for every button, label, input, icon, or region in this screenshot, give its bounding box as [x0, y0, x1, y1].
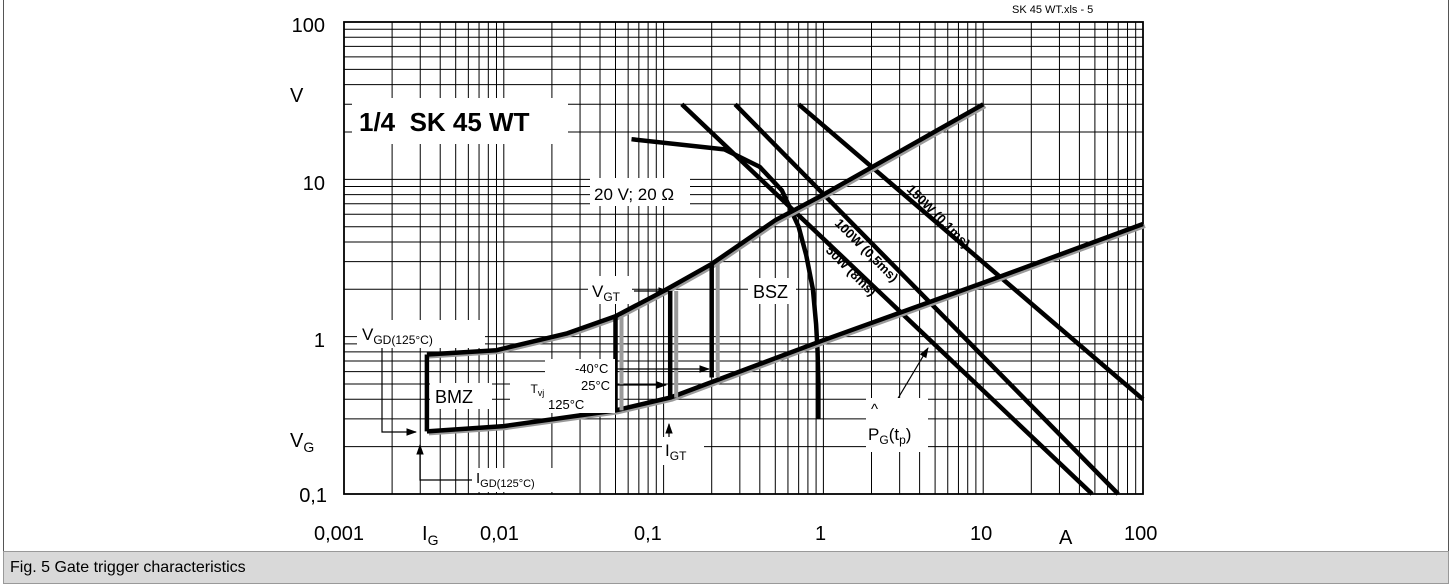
bsz-label: BSZ: [753, 282, 788, 302]
y-unit-label: V: [290, 85, 304, 107]
y-tick-1: 1: [314, 330, 325, 352]
bsz-label-bg: [748, 278, 796, 304]
igt-label-bg: [662, 437, 704, 465]
temp-label-125: 125°C: [548, 397, 584, 412]
x-tick-0-001: 0,001: [314, 523, 364, 545]
temp-label-bg: [545, 359, 615, 413]
x-tick-0-1: 0,1: [634, 523, 662, 545]
igd-label: IGD(125°C): [476, 470, 535, 490]
load-line-label: 20 V; 20 Ω: [594, 185, 674, 204]
series-100w-0-5ms: [733, 102, 1120, 496]
arrow-igd: [416, 443, 472, 481]
y-tick-100: 100: [292, 15, 325, 37]
x-tick-1: 1: [815, 523, 826, 545]
temp-label-25: 25°C: [581, 378, 610, 393]
vgt-label: VGT: [592, 282, 621, 304]
vgd-label-bg: [357, 320, 485, 348]
series-50w-8ms: [680, 102, 1094, 496]
arrow-vgd: [381, 348, 418, 436]
igt-label: IGT: [665, 441, 687, 463]
arrow-pg: [896, 347, 929, 401]
x-tick-0-01: 0,01: [480, 523, 519, 545]
series-150w-0-1ms: [797, 102, 1145, 402]
gate-trigger-chart: 1/4 SK 45 WT SK 45 WT.xls - 5 100 10 1 0…: [290, 4, 1157, 549]
x-tick-10: 10: [970, 523, 992, 545]
chart-frame: [3, 0, 1449, 551]
y-tick-0-1: 0,1: [299, 485, 327, 507]
y-axis-label: VG: [290, 430, 314, 455]
bmz-label-bg: [430, 383, 492, 409]
plot-area-border: [343, 21, 1144, 495]
chart-title: 1/4 SK 45 WT: [359, 107, 530, 137]
power-label-150w: 150W (0,1ms): [904, 182, 973, 251]
file-label: SK 45 WT.xls - 5: [1012, 4, 1093, 16]
series-bsz-lower-boundary: [426, 221, 1144, 434]
bmz-label: BMZ: [435, 387, 473, 407]
y-tick-10: 10: [303, 173, 325, 195]
series-shadow-bsz-lower-boundary: [428, 224, 1146, 436]
pg-label: PG(tp): [868, 425, 911, 447]
x-tick-100: 100: [1124, 523, 1157, 545]
x-unit-label: A: [1059, 527, 1073, 549]
series-20-v-20: [631, 136, 821, 419]
load-label-bg: [590, 178, 690, 206]
vgt-label-bg: [588, 276, 632, 304]
igd-label-bg: [472, 468, 564, 492]
x-axis-label: IG: [422, 523, 438, 548]
pg-hat: ^: [871, 401, 878, 418]
title-box-bg: [352, 98, 568, 144]
figure-caption: Fig. 5 Gate trigger characteristics: [3, 551, 1449, 584]
pg-label-bg: [866, 398, 928, 452]
vgd-label: VGD(125°C): [362, 325, 433, 347]
temp-label-minus40: -40°C: [575, 361, 608, 376]
